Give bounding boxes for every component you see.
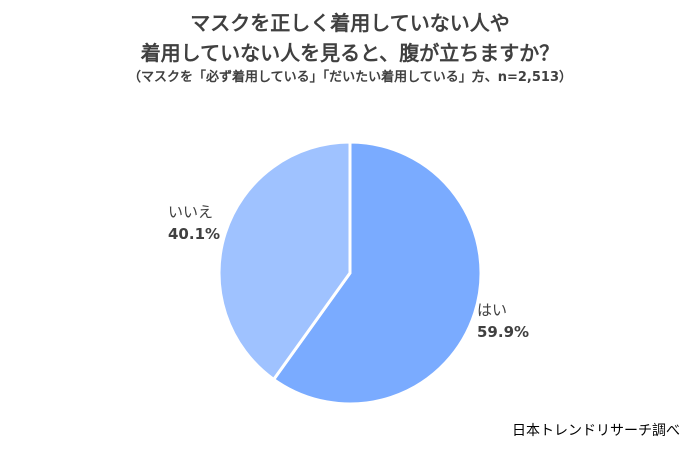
slice-label-no-name: いいえ [168,203,214,221]
chart-title-line-1: マスクを正しく着用していない人や [190,11,510,35]
chart-title-block: マスクを正しく着用していない人や 着用していない人を見ると、腹が立ちますか？ （… [0,8,700,88]
slice-label-yes-value: 59.9% [477,323,530,341]
slice-label-no: いいえ 40.1% [168,201,220,245]
chart-subtitle: （マスクを「必ず着用している」「だいたい着用している」方、n=2,513） [128,70,572,85]
source-note: 日本トレンドリサーチ調べ [512,423,680,439]
pie-slice-yes [272,140,483,406]
chart-title-line-2: 着用していない人を見ると、腹が立ちますか？ [140,41,560,65]
slice-label-yes-name: はい [477,301,508,319]
slice-label-no-value: 40.1% [168,225,221,243]
pie-slice-no [217,140,352,381]
slice-label-yes: はい 59.9% [477,299,529,343]
pie-slices [217,140,483,406]
